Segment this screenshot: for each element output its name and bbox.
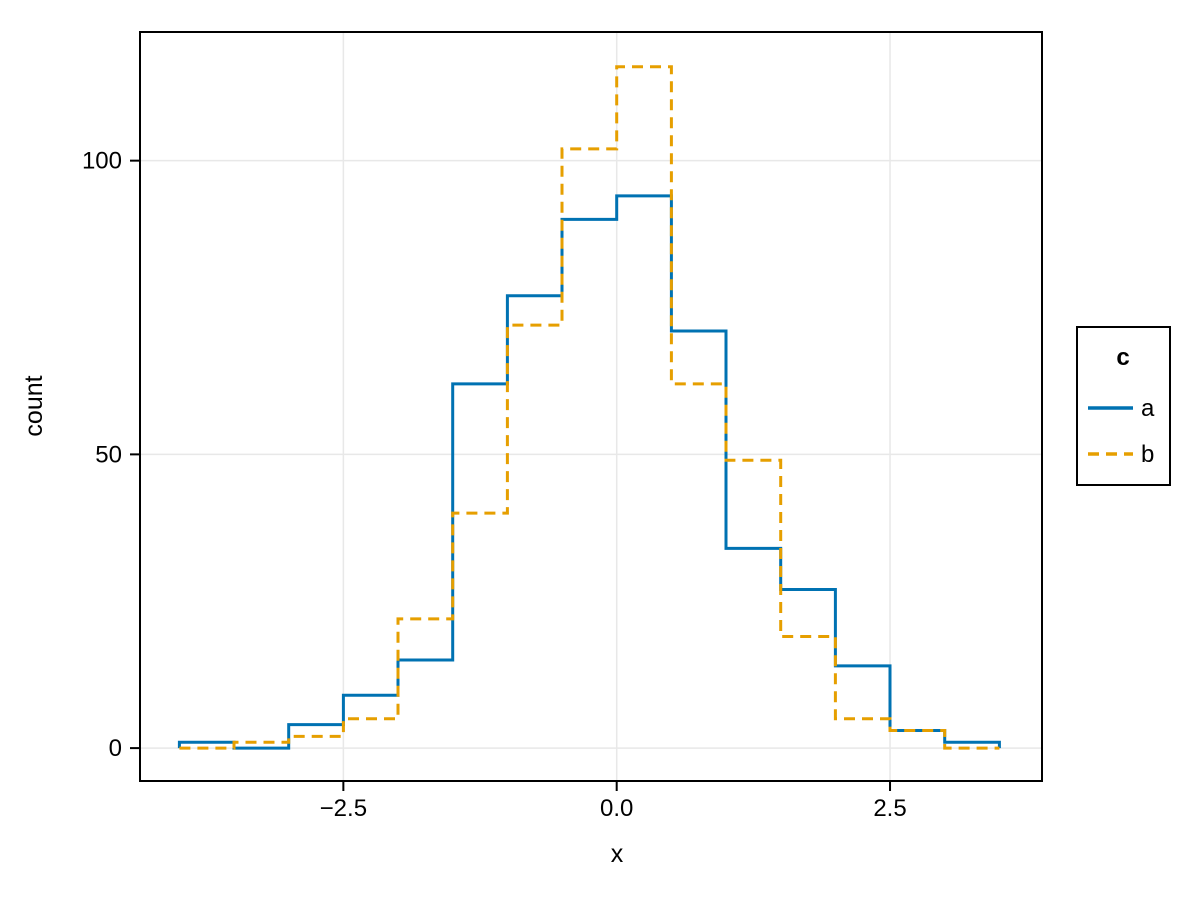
x-axis-label: x bbox=[611, 840, 624, 868]
series-b-step-line bbox=[179, 65, 1000, 750]
y-tick-label: 50 bbox=[95, 441, 122, 468]
x-tick-label: 0.0 bbox=[600, 795, 633, 822]
data-series bbox=[177, 65, 1001, 750]
legend: c a b bbox=[1076, 326, 1171, 486]
legend-label-b: b bbox=[1141, 441, 1154, 468]
y-tick-label: 100 bbox=[82, 148, 122, 175]
plot-panel-background bbox=[140, 32, 1042, 781]
x-tick-label: −2.5 bbox=[320, 795, 367, 822]
y-axis-label: count bbox=[20, 375, 48, 436]
axis-ticks: −2.5 0.0 2.5 0 50 100 bbox=[82, 148, 907, 822]
y-tick-label: 0 bbox=[109, 735, 122, 762]
series-a-step-line bbox=[177, 194, 1001, 750]
x-tick-label: 2.5 bbox=[873, 795, 906, 822]
gridlines bbox=[140, 32, 1042, 781]
plot-panel-border bbox=[139, 31, 1043, 782]
legend-title: c bbox=[1116, 344, 1129, 371]
legend-label-a: a bbox=[1141, 395, 1155, 422]
legend-box bbox=[1076, 326, 1171, 486]
